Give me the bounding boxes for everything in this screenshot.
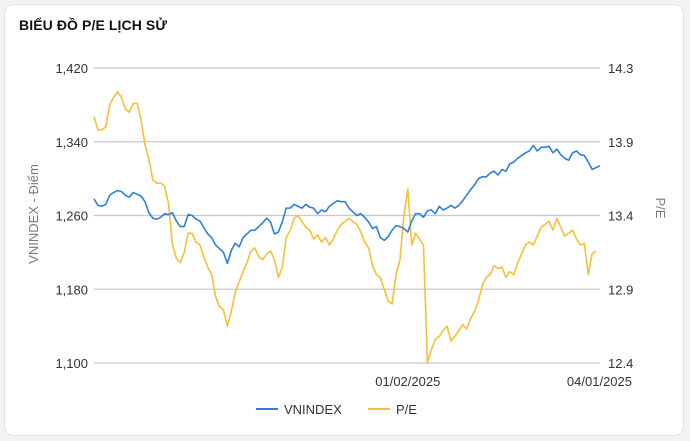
chart-card <box>4 4 684 436</box>
chart-title: BIỂU ĐỒ P/E LỊCH SỬ <box>19 17 168 33</box>
right-tick-label: 12.4 <box>608 356 633 371</box>
left-tick-label: 1,180 <box>55 282 88 297</box>
right-tick-label: 13.4 <box>608 209 633 224</box>
x-axis-ticks: 01/02/2025 04/01/2025 <box>375 374 632 389</box>
legend-item: P/E <box>368 402 417 417</box>
left-axis-ticks: 1,100 1,180 1,260 1,340 1,420 <box>55 61 88 371</box>
gridlines <box>94 67 600 364</box>
vnindex-line <box>93 144 601 265</box>
legend-label: VNINDEX <box>284 402 342 417</box>
x-tick-label: 01/02/2025 <box>375 374 440 389</box>
legend-item: VNINDEX <box>256 402 342 417</box>
legend-label: P/E <box>396 402 417 417</box>
right-tick-label: 12.9 <box>608 282 633 297</box>
pe-line <box>93 90 597 364</box>
right-axis-title: P/E <box>653 198 668 219</box>
right-axis-ticks: 12.4 12.9 13.4 13.9 14.3 <box>608 61 633 371</box>
left-tick-label: 1,260 <box>55 209 88 224</box>
left-tick-label: 1,340 <box>55 135 88 150</box>
left-tick-label: 1,420 <box>55 61 88 76</box>
left-tick-label: 1,100 <box>55 356 88 371</box>
left-axis-title: VNINDEX - Điểm <box>26 164 41 264</box>
x-tick-label: 04/01/2025 <box>567 374 632 389</box>
right-tick-label: 14.3 <box>608 61 633 76</box>
legend: VNINDEX P/E <box>256 402 417 417</box>
series-lines <box>93 90 601 364</box>
right-tick-label: 13.9 <box>608 135 633 150</box>
